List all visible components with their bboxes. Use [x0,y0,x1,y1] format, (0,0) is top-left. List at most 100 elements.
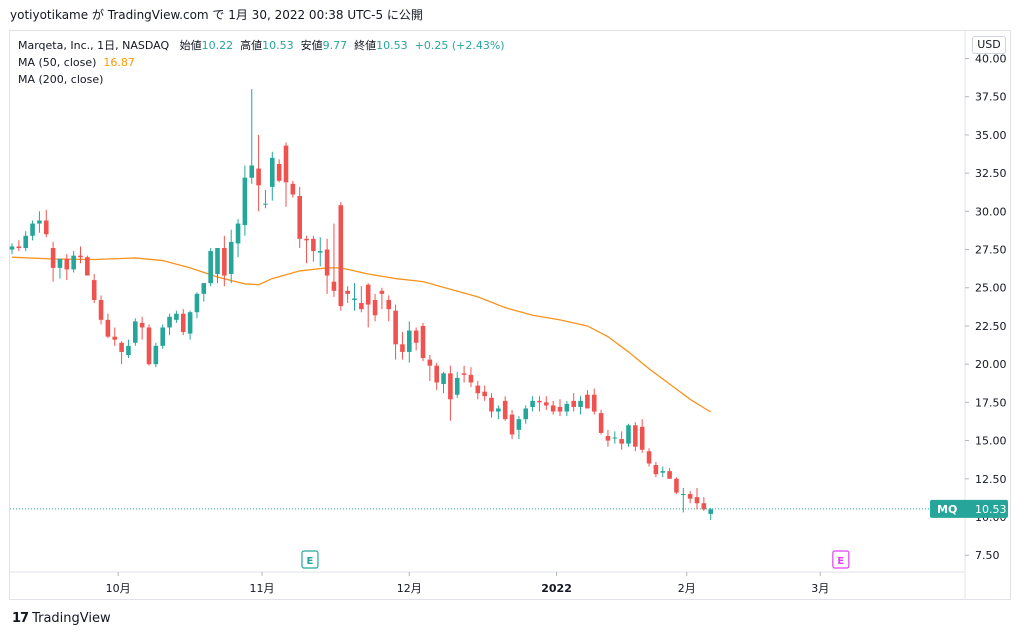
candle [578,396,583,415]
price-label-symbol: MQ [937,503,957,516]
candle [434,362,439,391]
candle-body [687,494,693,499]
candle [550,400,556,415]
currency-button[interactable]: USD [972,36,1006,54]
candle [461,365,467,383]
candle-body [646,451,652,464]
candle-body [441,373,446,385]
legend-close-label: 終値 [354,39,377,52]
candle [564,400,570,417]
candle-body [400,344,405,352]
earnings-marker-label: E [837,556,844,567]
candle-body [187,312,193,334]
candle [57,258,63,279]
candle [448,365,453,421]
tradingview-logo[interactable]: 17 TradingView [12,611,111,626]
candle [167,313,172,336]
candle [352,283,357,311]
chart-frame [9,30,1011,600]
candle [91,273,97,304]
candle-body [345,290,350,294]
candle [468,367,474,388]
candle-body [215,248,220,274]
candle [23,231,28,252]
candle [180,309,186,336]
candle-body [194,293,200,313]
candle-body [352,298,357,300]
legend-high-value: 10.53 [262,39,294,52]
candle [201,283,207,302]
candle [489,393,494,418]
candle-body [338,205,344,307]
candle-body [701,503,707,510]
legend-ma200-row: MA (200, close) [18,71,505,88]
candle-body [475,385,481,394]
candle-body [126,345,131,355]
candle [482,385,487,401]
candle-body [509,414,515,435]
candle-body [578,400,583,407]
candle-body [365,284,371,305]
candle-body [530,400,535,407]
x-tick-label: 10月 [106,582,131,595]
candle-body [263,203,268,205]
candle [427,354,433,381]
candle [228,229,234,284]
candle-body [208,251,213,284]
y-tick-label: 12.50 [975,473,1007,486]
y-tick-label: 22.50 [975,320,1007,333]
candle-body [228,241,234,274]
candle-body [324,249,330,276]
candle [290,180,296,198]
candle-body [64,258,70,270]
candle-body [448,373,453,400]
x-tick-label: 11月 [250,582,275,595]
candle-body [37,220,42,224]
candle [653,461,659,478]
candle [708,507,713,521]
candle [317,237,323,267]
candle-body [502,400,508,420]
candle [64,254,70,281]
legend-ma50-row: MA (50, close) 16.87 [18,54,505,71]
candle-body [331,281,337,291]
candle [633,422,638,452]
candle-body [516,419,522,430]
candle [386,295,392,322]
candle-body [496,408,501,412]
price-label-value: 10.53 [975,503,1007,516]
candle-body [276,163,282,181]
candle [43,209,49,238]
candle-body [71,255,76,270]
candle [619,431,624,450]
candle-body [386,299,392,310]
candle [646,448,652,467]
candle [660,466,666,478]
candle-body [98,299,104,320]
candle-body [660,471,666,473]
legend-close-value: 10.53 [376,39,408,52]
candle [78,246,83,264]
candle [304,235,309,264]
candle-body [57,258,63,268]
candle-body [235,223,241,244]
candle-body [708,509,713,514]
candle [639,419,645,453]
y-tick-label: 15.00 [975,435,1007,448]
candle [119,341,124,365]
candle-body [201,283,207,294]
candle [112,327,118,346]
candle-body [133,321,138,343]
candle [400,332,405,360]
candle-body [544,402,549,406]
candle [544,396,549,411]
candle-body [537,400,542,403]
legend-open-label: 始値 [179,39,202,52]
x-tick-label: 2月 [678,582,696,595]
candle-body [633,425,638,447]
y-tick-label: 30.00 [975,205,1007,218]
candle-body [23,235,28,249]
candle [242,165,248,236]
candle [681,487,686,513]
